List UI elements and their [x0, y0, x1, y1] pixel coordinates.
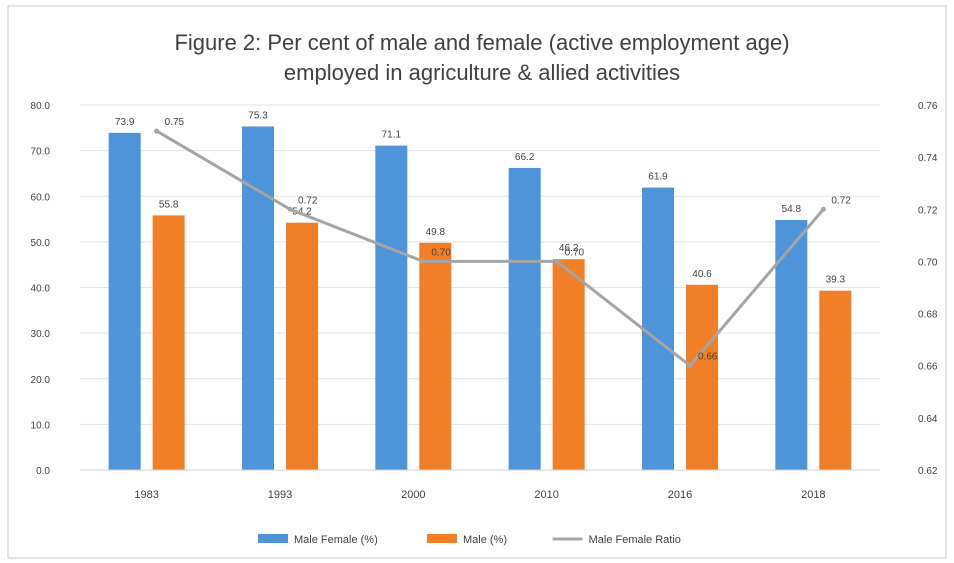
ratio-data-label: 0.66	[698, 352, 718, 363]
ratio-data-label: 0.75	[165, 117, 185, 128]
x-tick-label: 2010	[534, 489, 558, 501]
bar-male	[419, 242, 452, 470]
ratio-point	[154, 128, 160, 134]
bar-data-label: 49.8	[426, 227, 446, 238]
legend-swatch	[258, 534, 288, 543]
bar-male-female	[642, 187, 674, 471]
y-right-tick-label: 0.62	[918, 466, 938, 477]
y-axis-left: 0.0 10.0 20.0 30.0 40.0 50.0 60.0 70.0 80.0	[31, 101, 51, 477]
y-left-tick-label: 80.0	[31, 101, 51, 112]
y-left-tick-label: 40.0	[31, 284, 51, 295]
y-right-tick-label: 0.64	[918, 414, 938, 425]
legend: Male Female (%) Male (%) Male Female Ratio	[258, 534, 681, 546]
bar-male-female	[242, 126, 274, 470]
line-series: 0.75 0.72 0.70 0.70 0.66 0.72	[154, 117, 851, 369]
bar-male	[819, 290, 852, 470]
ratio-point	[420, 258, 426, 264]
legend-label: Male Female Ratio	[589, 534, 681, 546]
y-left-tick-label: 50.0	[31, 238, 51, 249]
bar-data-label: 75.3	[248, 110, 268, 121]
bar-data-label: 66.2	[515, 152, 535, 163]
x-tick-label: 2000	[401, 489, 425, 501]
chart-title-line-1: Figure 2: Per cent of male and female (a…	[174, 30, 789, 55]
ratio-data-label: 0.70	[565, 247, 585, 258]
y-right-tick-label: 0.76	[918, 101, 938, 112]
y-left-tick-label: 20.0	[31, 375, 51, 386]
ratio-point	[687, 363, 693, 369]
ratio-line	[155, 129, 825, 368]
chart-title-line-2: employed in agriculture & allied activit…	[284, 60, 680, 85]
ratio-point	[287, 206, 293, 212]
bar-male	[686, 284, 718, 470]
bar-male-female	[375, 145, 408, 470]
legend-label: Male Female (%)	[294, 534, 378, 546]
bar-male	[286, 222, 318, 470]
bar-male	[552, 259, 585, 470]
y-left-tick-label: 10.0	[31, 420, 51, 431]
ratio-point	[554, 258, 560, 264]
y-left-tick-label: 70.0	[31, 147, 51, 158]
bar-male-female	[775, 219, 808, 470]
y-axis-right: 0.62 0.64 0.66 0.68 0.70 0.72 0.74 0.76	[918, 101, 938, 477]
bar-data-label: 46.2	[559, 243, 579, 254]
bar-data-label: 61.9	[648, 172, 668, 183]
bar-data-label: 73.9	[115, 117, 135, 128]
bar-data-label: 71.1	[382, 130, 402, 141]
y-left-tick-label: 0.0	[36, 466, 50, 477]
x-tick-label: 1983	[134, 489, 158, 501]
y-right-tick-label: 0.74	[918, 153, 938, 164]
ratio-data-label: 0.72	[831, 195, 851, 206]
legend-swatch	[427, 534, 457, 543]
bar-data-label: 54.2	[292, 207, 312, 218]
ratio-data-label: 0.72	[298, 195, 318, 206]
x-tick-label: 1993	[268, 489, 292, 501]
y-right-tick-label: 0.68	[918, 310, 938, 321]
x-tick-label: 2016	[668, 489, 692, 501]
y-right-tick-label: 0.70	[918, 257, 938, 268]
bar-series: 73.9 75.3 71.1 66.2 61.9 54.8 55.8 54.2 49.8 46.2…	[108, 110, 852, 471]
x-axis: 1983 1993 2000 2010 2016 2018	[80, 469, 880, 501]
legend-label: Male (%)	[463, 534, 507, 546]
x-tick-label: 2018	[801, 489, 825, 501]
bar-male-female	[108, 132, 141, 471]
bar-male	[152, 215, 185, 470]
y-left-tick-label: 60.0	[31, 192, 51, 203]
ratio-point	[820, 206, 826, 212]
ratio-data-label: 0.70	[431, 247, 451, 258]
y-left-tick-label: 30.0	[31, 329, 51, 340]
y-right-tick-label: 0.72	[918, 205, 938, 216]
bar-data-label: 54.8	[782, 204, 802, 215]
bar-data-label: 55.8	[159, 199, 179, 210]
bar-data-label: 40.6	[692, 269, 712, 280]
bar-male-female	[508, 167, 541, 470]
y-right-tick-label: 0.66	[918, 362, 938, 373]
bar-data-label: 39.3	[826, 275, 846, 286]
